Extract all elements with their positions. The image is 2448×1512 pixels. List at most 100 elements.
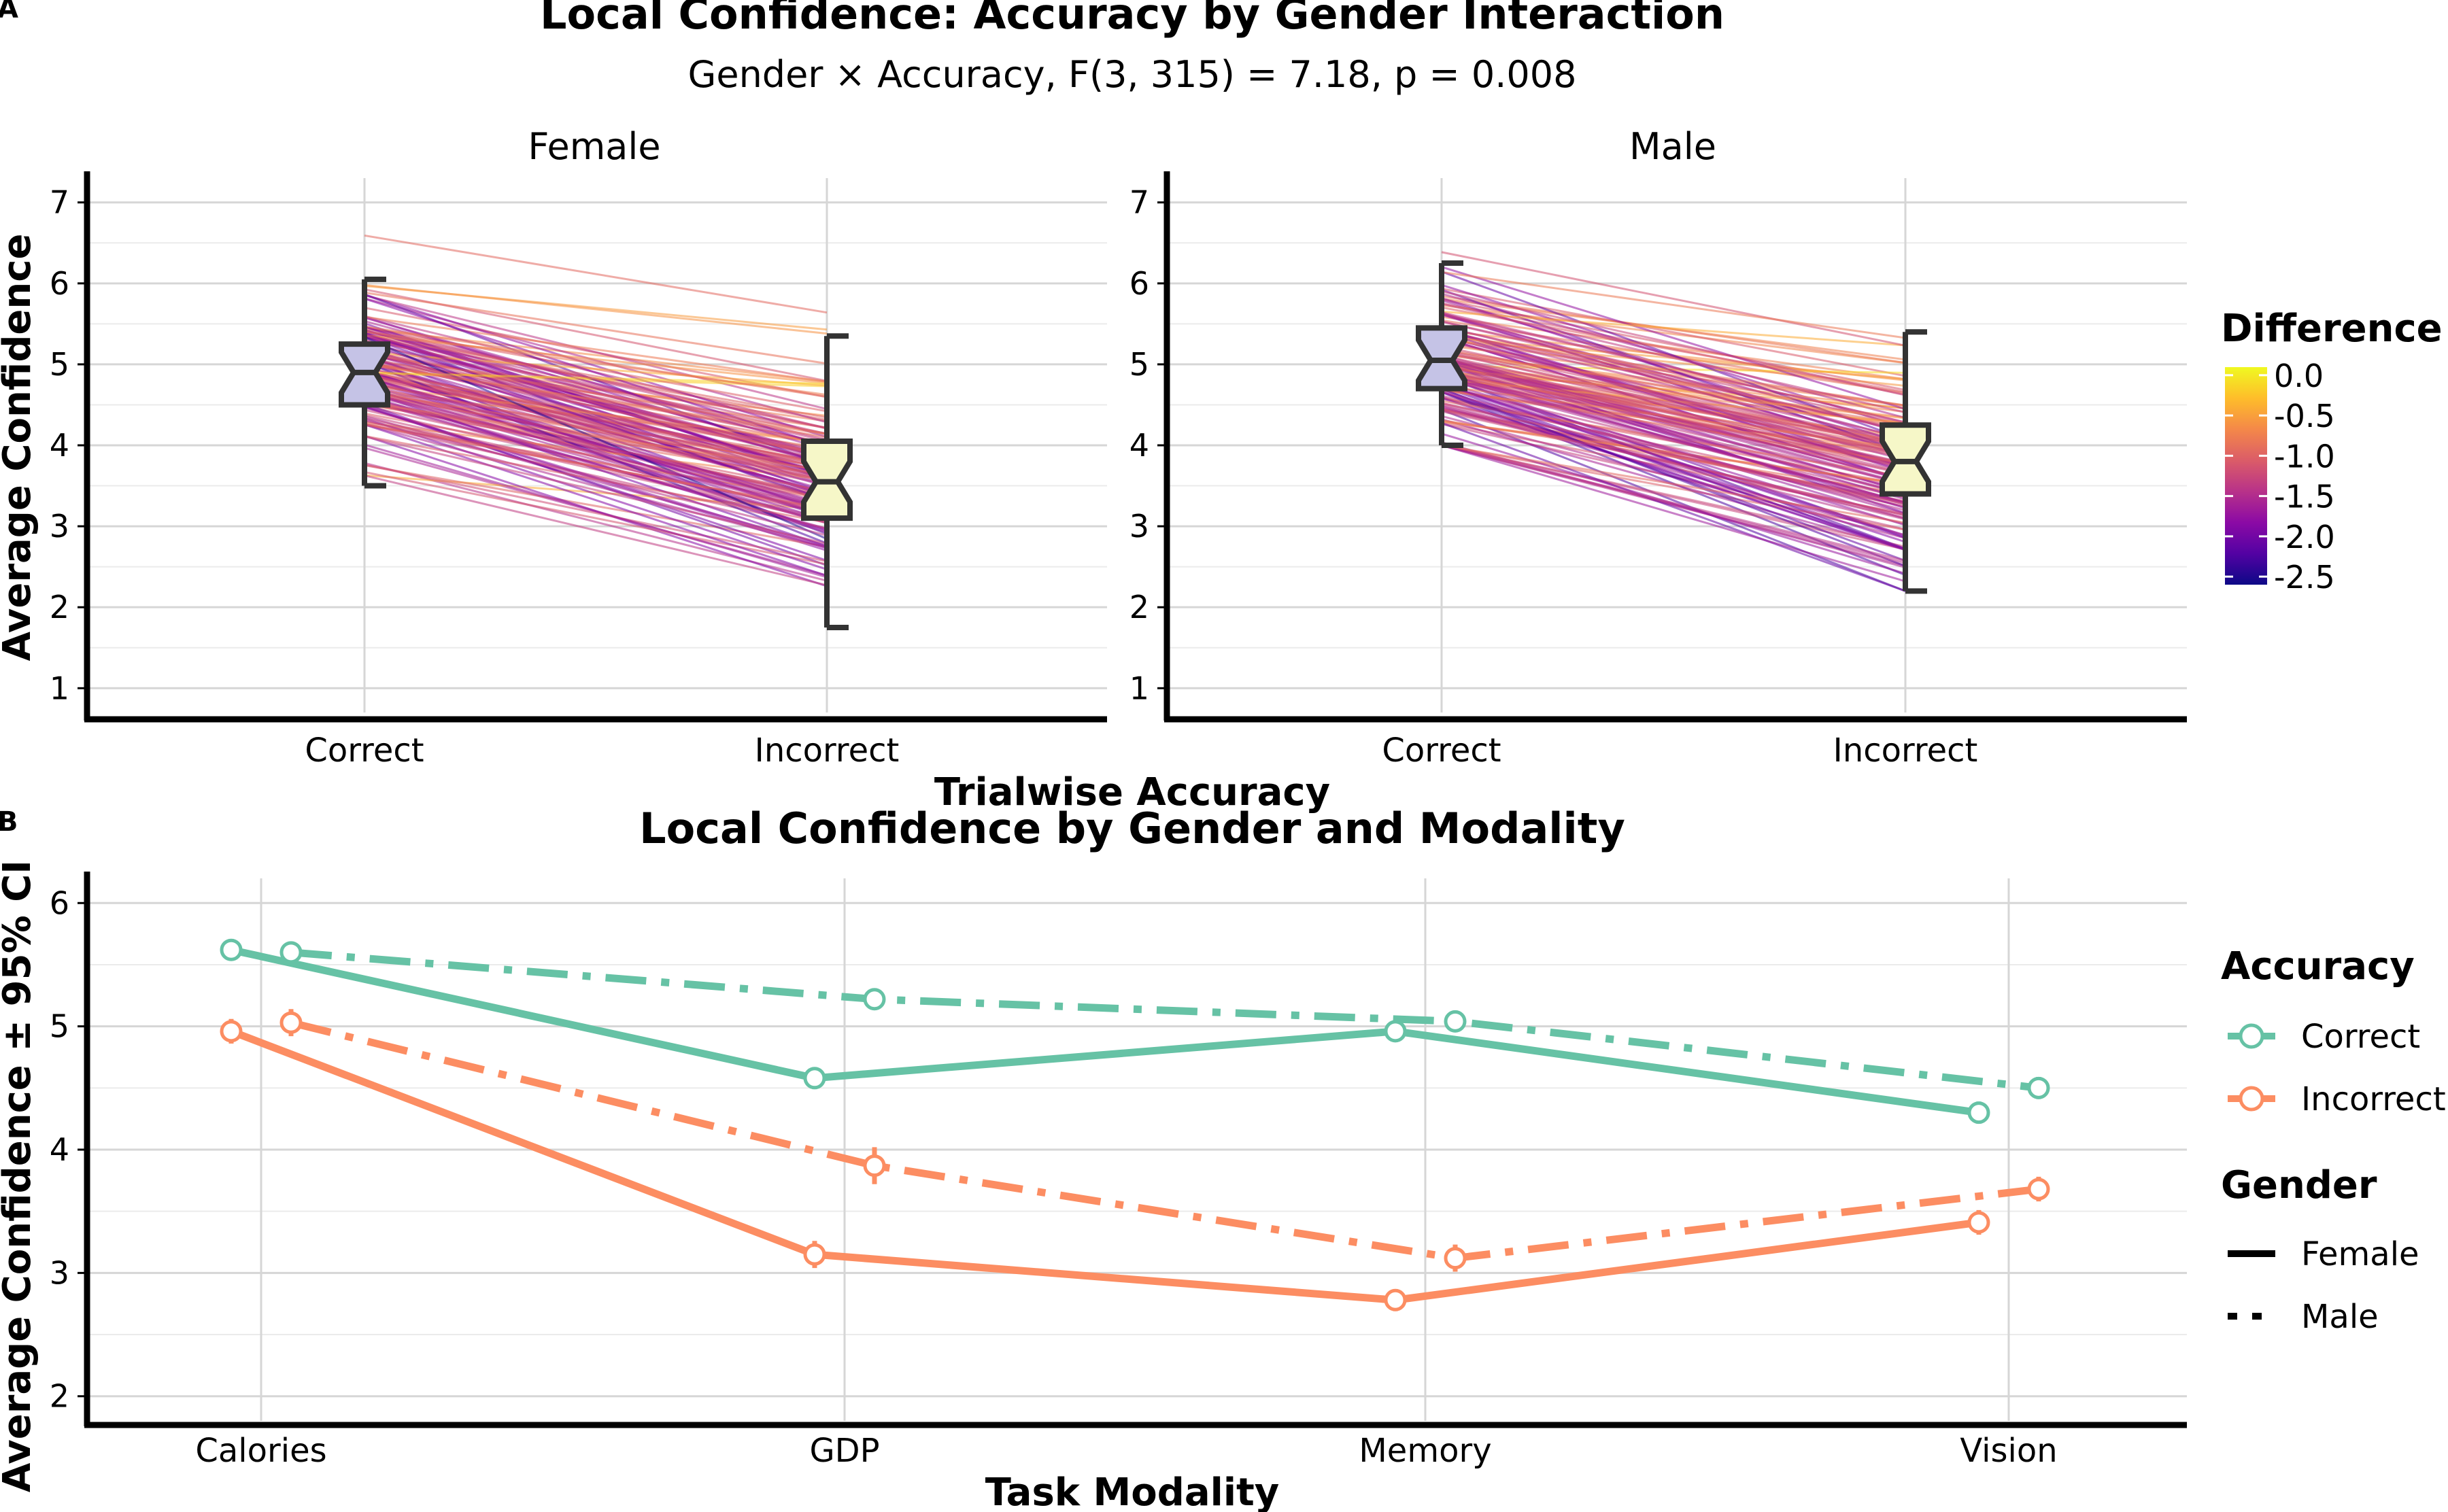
series-line (290, 948, 2039, 1092)
subject-line (1441, 422, 1906, 592)
y-tick-label: 6 (50, 265, 69, 302)
y-tick-label: 4 (50, 1131, 69, 1168)
data-point (1967, 1101, 1990, 1124)
y-tick-label: 6 (50, 884, 69, 921)
subject-line (364, 294, 828, 411)
x-tick-label: Incorrect (1833, 732, 1978, 770)
y-tick-label: 5 (1129, 346, 1149, 383)
colorbar-tick-label: 0.0 (2274, 358, 2324, 394)
subject-line (364, 325, 828, 398)
top-x-axis-label: Trialwise Accuracy (934, 770, 1330, 814)
legend-item-male: Male (2228, 1298, 2379, 1336)
box-male-correct (1416, 260, 1467, 448)
y-tick-label: 5 (50, 346, 69, 383)
legend-swatch-correct-marker (2239, 1023, 2264, 1049)
x-tick-label: GDP (809, 1432, 879, 1470)
y-tick-label: 3 (50, 508, 69, 545)
bottom-line-chart: 2 3 4 5 6 Calories GDP Memory Vision (50, 872, 2187, 1470)
x-tick-label: Correct (1382, 732, 1501, 770)
colorbar-tick-label: -2.0 (2274, 519, 2335, 555)
box-male-incorrect (1880, 329, 1931, 594)
data-point (803, 1067, 826, 1090)
subject-line (364, 315, 828, 383)
subject-line (364, 284, 828, 335)
subject-line (1441, 320, 1906, 433)
legend-label-female: Female (2301, 1235, 2419, 1273)
subject-line (1441, 444, 1906, 562)
data-point (863, 988, 886, 1011)
subject-line (1441, 358, 1906, 481)
subject-line (1441, 377, 1906, 504)
legend-label-correct: Correct (2301, 1018, 2420, 1056)
subject-line (1441, 266, 1906, 411)
subject-line (1441, 288, 1906, 377)
data-point (279, 941, 303, 964)
colorbar-tick-label: -1.5 (2274, 479, 2335, 515)
subject-line (1441, 338, 1906, 457)
subject-line (1441, 444, 1906, 583)
subject-line (364, 372, 828, 481)
subject-line (1441, 382, 1906, 539)
subject-line (1441, 359, 1906, 486)
subject-line (1441, 354, 1906, 413)
colorbar-gradient (2225, 367, 2267, 585)
subject-line (1441, 331, 1906, 472)
subject-line (364, 422, 828, 530)
box-female-correct (339, 276, 390, 489)
subject-line (1441, 419, 1906, 485)
subject-line (1441, 357, 1906, 464)
facet-panel-female: 1 2 3 4 5 6 7 Correct Incorrect (50, 171, 1107, 770)
subject-line (364, 294, 828, 439)
data-point (1444, 1247, 1467, 1270)
legend-item-female: Female (2228, 1235, 2419, 1273)
subject-line (364, 412, 828, 500)
subject-line (1441, 402, 1906, 506)
box-female-incorrect (801, 333, 853, 630)
y-tick-label: 1 (50, 670, 69, 706)
subject-line (364, 470, 828, 566)
y-tick-label: 3 (1129, 508, 1149, 545)
y-tick-label: 2 (50, 589, 69, 625)
y-tick-label: 4 (1129, 427, 1149, 464)
subject-line (364, 376, 828, 510)
subject-line (364, 464, 828, 548)
subject-line (364, 363, 828, 436)
subject-line (1441, 363, 1906, 509)
subject-line (364, 352, 828, 435)
paired-lines-male (1441, 251, 1906, 592)
subject-line (1441, 391, 1906, 512)
subject-line (1441, 383, 1906, 515)
y-tick-label: 7 (50, 184, 69, 221)
subject-line (1441, 388, 1906, 550)
subject-line (1441, 328, 1906, 444)
subject-line (364, 341, 828, 501)
bottom-chart-title: Local Confidence by Gender and Modality (639, 804, 1625, 853)
series-female-incorrect (220, 1018, 1990, 1311)
data-point (1384, 1020, 1407, 1043)
subject-line (364, 423, 828, 549)
y-tick-label: 2 (50, 1378, 69, 1415)
subject-line (364, 464, 828, 563)
subject-line (364, 435, 828, 545)
subject-line (364, 334, 828, 419)
y-tick-label: 3 (50, 1254, 69, 1291)
subject-line (364, 328, 828, 429)
colorbar-tick-label: -1.0 (2274, 438, 2335, 475)
subject-line (364, 384, 828, 443)
legend-swatch-incorrect-marker (2239, 1086, 2264, 1112)
y-tick-label: 1 (1129, 670, 1149, 706)
series-female-correct (220, 938, 1990, 1124)
data-point (803, 1243, 826, 1266)
y-tick-label: 5 (50, 1008, 69, 1045)
subject-line (364, 356, 828, 458)
top-chart-subtitle: Gender × Accuracy, F(3, 315) = 7.18, p =… (688, 53, 1577, 96)
x-tick-label: Memory (1359, 1432, 1491, 1470)
legend-label-incorrect: Incorrect (2301, 1080, 2446, 1118)
subject-line (364, 394, 828, 534)
subject-line (364, 385, 828, 523)
subject-line (1441, 311, 1906, 424)
subject-line (1441, 315, 1906, 381)
data-point (1967, 1211, 1990, 1234)
colorbar: 0.0 -0.5 -1.0 -1.5 -2.0 -2.5 (2225, 358, 2335, 596)
legend: Accuracy Correct Incorrect Gender Female… (2221, 944, 2446, 1336)
